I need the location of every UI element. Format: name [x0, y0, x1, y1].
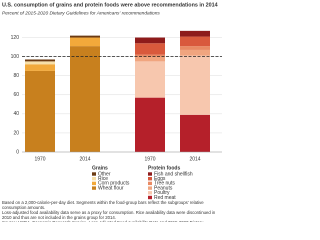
legend-label: Red meat [154, 195, 176, 201]
legend-swatch [148, 191, 152, 195]
bar-segment [25, 59, 55, 62]
legend-swatch [148, 177, 152, 181]
legend-label: Corn products [98, 181, 130, 187]
bar-segment [135, 37, 165, 44]
chart-title: U.S. consumption of grains and protein f… [2, 2, 218, 8]
legend-title: Grains [92, 165, 108, 171]
bar-segment [25, 70, 55, 152]
legend-label: Poultry [154, 190, 170, 196]
legend-swatch [92, 186, 96, 190]
bar-segment [135, 54, 165, 57]
legend-swatch [148, 181, 152, 186]
bar-segment [180, 36, 210, 47]
bar-segment [25, 61, 55, 65]
x-tick-label: 2014 [189, 156, 200, 162]
legend-swatch [148, 172, 152, 176]
legend-swatch [92, 181, 96, 186]
y-tick-label: 120 [11, 35, 20, 41]
legend-swatch [92, 177, 96, 181]
x-tick-label: 1970 [34, 156, 45, 162]
legend-title: Protein foods [148, 165, 180, 171]
bar-segment [70, 46, 100, 152]
note: Source: USDA, Economic Research Service,… [2, 220, 224, 222]
bar-segment [135, 97, 165, 152]
bar-segment [180, 49, 210, 56]
bar-segment [180, 46, 210, 50]
legend-swatch [148, 195, 152, 200]
legend-label: Eggs [154, 176, 166, 182]
legend-label: Other [98, 171, 111, 177]
bar-segment [135, 56, 165, 62]
bar-segment [180, 114, 210, 152]
y-tick-label: 100 [11, 54, 20, 60]
bar-segment [180, 55, 210, 115]
y-tick-label: 20 [13, 130, 19, 136]
bar-segment [70, 35, 100, 38]
y-tick-label: 60 [13, 92, 19, 98]
legend-swatch [148, 186, 152, 190]
legend-label: Rice [98, 176, 108, 182]
page: U.S. consumption of grains and protein f… [2, 2, 224, 222]
x-tick-label: 2014 [79, 156, 90, 162]
note: Based on a 2,000-calorie-per-day diet. S… [2, 200, 204, 210]
y-tick-label: 80 [13, 73, 19, 79]
bar-segment [25, 64, 55, 71]
legend-label: Wheat flour [98, 185, 124, 191]
bar-segment [135, 43, 165, 55]
y-tick-label: 40 [13, 111, 19, 117]
bar-segment [70, 37, 100, 47]
chart-subtitle: Percent of 2015-2020 Dietary Guidelines … [2, 10, 160, 16]
bar-segment [180, 30, 210, 37]
bar-segment [135, 61, 165, 98]
legend-label: Tree nuts [154, 181, 175, 187]
y-tick-label: 0 [16, 149, 19, 155]
legend-swatch [92, 172, 96, 176]
note: Loss-adjusted food availability data ser… [2, 210, 216, 220]
legend-label: Fish and shellfish [154, 171, 193, 177]
x-tick-label: 1970 [144, 156, 155, 162]
chart: U.S. consumption of grains and protein f… [2, 2, 222, 201]
legend-label: Peanuts [154, 185, 173, 191]
